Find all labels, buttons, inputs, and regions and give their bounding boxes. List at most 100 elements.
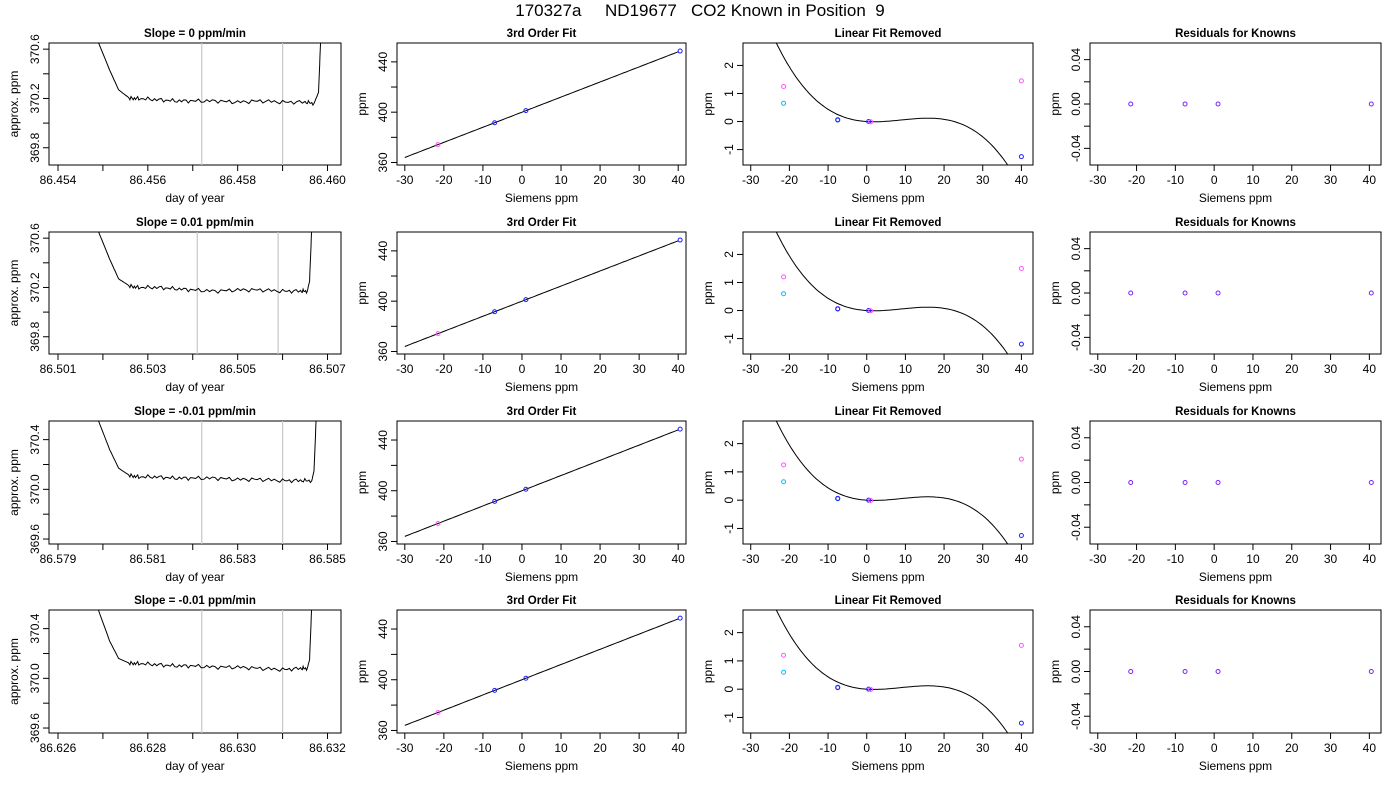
panel-0-3: Residuals for Knowns -30 -20 -10 0 10 20 30 40 Si… — [1048, 28, 1382, 205]
y-tick-label: 440 — [376, 430, 390, 450]
x-tick-label: -30 — [1089, 552, 1107, 566]
x-tick-label: 86.458 — [219, 173, 256, 187]
data-point — [1368, 669, 1374, 674]
x-tick-label: 10 — [899, 362, 913, 376]
data-point — [1018, 78, 1024, 84]
x-axis-label: Siemens ppm — [1199, 191, 1272, 205]
data-point — [1128, 101, 1134, 107]
plot-data — [404, 618, 679, 726]
x-tick-label: 20 — [1285, 362, 1299, 376]
y-tick-label: 400 — [376, 102, 390, 122]
y-tick-label: 2 — [722, 251, 736, 258]
data-point — [1215, 290, 1221, 296]
data-point — [781, 652, 787, 658]
panel-1-3: Residuals for Knowns -30 -20 -10 0 10 20 30 40 Si… — [1048, 217, 1382, 394]
x-tick-label: -20 — [781, 362, 799, 376]
x-tick-label: 86.507 — [309, 362, 346, 376]
panel-0-0: Slope = 0 ppm/min 86.454 86.456 86.458 86.46… — [7, 28, 346, 205]
plot-data — [98, 43, 322, 165]
x-tick-label: 20 — [1285, 173, 1299, 187]
x-axis-label: Siemens ppm — [851, 191, 924, 205]
panel-2-0: Slope = -0.01 ppm/min 86.579 86.581 86.583 8… — [7, 406, 346, 584]
data-point — [781, 462, 787, 468]
x-tick-label: 10 — [554, 741, 568, 755]
panel-title: Linear Fit Removed — [835, 217, 942, 229]
x-tick-label: -30 — [742, 741, 760, 755]
data-point — [435, 331, 441, 337]
plot-frame — [48, 231, 342, 355]
panel-2-3: Residuals for Knowns -30 -20 -10 0 10 20 30 40 Si… — [1048, 406, 1382, 584]
x-axis-label: day of year — [165, 759, 224, 773]
x-axis-label: day of year — [165, 380, 224, 394]
x-tick-label: 10 — [1246, 173, 1260, 187]
panel-title: Residuals for Knowns — [1175, 595, 1296, 607]
plot-data — [98, 421, 317, 544]
data-point — [781, 83, 787, 89]
x-tick-label: 40 — [1363, 741, 1377, 755]
plot-frame — [48, 609, 342, 734]
fit-curve — [404, 51, 679, 158]
y-tick-label: 400 — [376, 291, 390, 311]
y-tick-label: 370.4 — [28, 424, 42, 454]
x-tick-label: 20 — [593, 362, 607, 376]
data-point — [677, 237, 683, 243]
x-tick-label: 20 — [937, 362, 951, 376]
y-tick-label: 0.04 — [1069, 426, 1083, 450]
x-tick-label: -10 — [474, 741, 492, 755]
x-tick-label: 30 — [632, 362, 646, 376]
concentration-trace — [98, 43, 322, 107]
x-tick-label: -20 — [1128, 362, 1146, 376]
plot-frame — [742, 231, 1034, 355]
y-tick-label: -1 — [722, 144, 736, 155]
y-tick-label: 370.0 — [28, 474, 42, 504]
y-tick-label: 360 — [376, 341, 390, 361]
plot-frame — [1089, 231, 1382, 355]
x-tick-label: -10 — [819, 362, 837, 376]
panel-title: Residuals for Knowns — [1175, 217, 1296, 229]
y-axis-label: ppm — [1048, 92, 1062, 115]
y-tick-label: -1 — [722, 712, 736, 723]
y-tick-label: 370.2 — [28, 272, 42, 302]
data-point — [866, 119, 872, 125]
x-tick-label: 0 — [863, 741, 870, 755]
y-tick-label: 0 — [722, 686, 736, 693]
plot-data — [404, 51, 679, 158]
x-tick-label: 40 — [672, 741, 686, 755]
x-tick-label: -20 — [435, 741, 453, 755]
data-point — [492, 120, 498, 126]
x-tick-label: 10 — [554, 362, 568, 376]
x-tick-label: -30 — [396, 552, 414, 566]
x-tick-label: 30 — [976, 552, 990, 566]
data-point — [835, 495, 841, 501]
panel-3-2: Linear Fit Removed-30 -20 -10 0 10 20 30 40Siem… — [701, 595, 1034, 773]
x-tick-label: 86.456 — [129, 173, 166, 187]
panel-3-0: Slope = -0.01 ppm/min 86.626 86.628 86.630 8… — [7, 595, 346, 773]
x-axis-label: Siemens ppm — [851, 759, 924, 773]
x-tick-label: 40 — [1015, 741, 1029, 755]
plot-frame — [1089, 420, 1382, 545]
x-tick-label: -20 — [435, 173, 453, 187]
x-tick-label: 86.630 — [219, 741, 256, 755]
plot-frame — [742, 420, 1034, 545]
data-point — [781, 291, 787, 297]
data-point — [1018, 456, 1024, 462]
y-tick-label: 370.6 — [28, 34, 42, 64]
data-point — [523, 108, 529, 114]
y-tick-label: 1 — [722, 657, 736, 664]
data-point — [781, 100, 787, 106]
panel-0-2: Linear Fit Removed-30 -20 -10 0 10 20 30 40Siem… — [701, 28, 1034, 205]
data-point — [1018, 154, 1024, 160]
data-point — [435, 709, 441, 715]
x-tick-label: -10 — [474, 173, 492, 187]
panel-0-1: 3rd Order Fit -30 -20 -10 0 10 20 30 40 Siemens p… — [355, 28, 687, 205]
fit-curve — [404, 429, 679, 537]
data-point — [866, 308, 872, 314]
x-tick-label: -30 — [1089, 741, 1107, 755]
y-axis-label: ppm — [355, 660, 369, 683]
x-tick-label: 86.585 — [309, 552, 346, 566]
y-axis-label: approx. ppm — [7, 638, 21, 705]
y-axis-label: ppm — [355, 281, 369, 304]
x-tick-label: 10 — [899, 552, 913, 566]
x-tick-label: -20 — [781, 741, 799, 755]
